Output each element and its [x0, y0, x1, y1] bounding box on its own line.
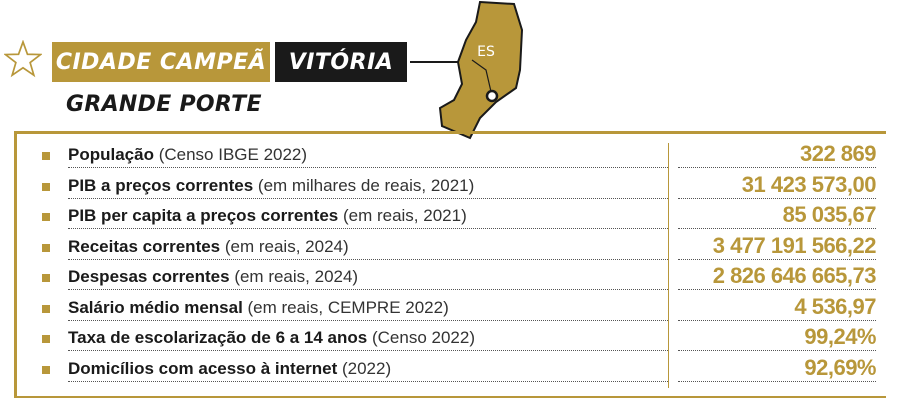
indicator-note: (Censo IBGE 2022)	[153, 145, 308, 164]
star-icon	[4, 40, 42, 78]
indicator-note: (em reais, CEMPRE 2022)	[242, 297, 449, 317]
indicator-list: População (Censo IBGE 2022) 322 869 PIB a …	[38, 141, 880, 387]
dotted-leader	[68, 289, 668, 290]
dotted-leader	[68, 167, 668, 168]
bullet-square-icon	[42, 213, 50, 221]
indicator-row: Taxa de escolarização de 6 a 14 anos (Ce…	[38, 324, 880, 356]
indicator-value: 31 423 573,00	[741, 171, 877, 197]
indicator-row: Receitas correntes (em reais, 2024) 3 477…	[38, 232, 880, 265]
top-rule	[14, 131, 886, 134]
indicator-value: 2 826 646 665,73	[712, 263, 877, 288]
indicator-value: 99,24%	[804, 324, 876, 349]
bullet-square-icon	[42, 274, 50, 282]
dotted-leader	[678, 258, 876, 260]
indicator-label: Domicílios com acesso à internet (2022)	[68, 359, 391, 379]
bullet-square-icon	[42, 152, 50, 160]
dotted-leader	[68, 197, 668, 199]
indicator-name: Domicílios com acesso à internet	[68, 358, 338, 378]
left-rule	[14, 131, 17, 398]
category-title: GRANDE PORTE	[66, 92, 262, 117]
indicator-label: Despesas correntes (em reais, 2024)	[68, 267, 358, 287]
indicator-name: PIB a preços correntes	[68, 175, 254, 195]
dotted-leader	[678, 197, 876, 199]
indicator-value: 85 035,67	[782, 202, 877, 227]
indicator-row: Salário médio mensal (em reais, CEMPRE 2…	[38, 293, 880, 326]
indicator-label: Salário médio mensal (em reais, CEMPRE 2…	[68, 298, 449, 318]
state-abbr: ES	[477, 44, 495, 60]
indicator-note: (em reais, 2024)	[229, 267, 359, 286]
dotted-leader	[678, 289, 876, 290]
indicator-row: PIB a preços correntes (em milhares de r…	[38, 171, 880, 204]
bullet-square-icon	[42, 243, 50, 252]
indicator-note: (Censo 2022)	[367, 328, 475, 347]
dotted-leader	[678, 319, 876, 321]
indicator-note: (em milhares de reais, 2021)	[253, 175, 475, 195]
indicator-row: PIB per capita a preços correntes (em re…	[38, 202, 880, 234]
indicator-value: 92,69%	[804, 354, 876, 380]
city-name: VITÓRIA	[275, 42, 407, 82]
bullet-square-icon	[42, 365, 50, 374]
indicator-value: 4 536,97	[794, 293, 876, 319]
indicator-name: PIB per capita a preços correntes	[68, 206, 339, 225]
indicator-note: (em reais, 2024)	[220, 236, 349, 256]
dotted-leader	[678, 167, 876, 168]
indicator-name: Despesas correntes	[68, 267, 230, 286]
indicator-row: População (Censo IBGE 2022) 322 869	[38, 141, 880, 173]
indicator-value: 322 869	[799, 141, 877, 166]
indicator-label: PIB a preços correntes (em milhares de r…	[68, 176, 474, 196]
indicator-note: (em reais, 2021)	[338, 206, 467, 225]
indicator-name: Receitas correntes	[68, 236, 221, 256]
city-marker-icon	[485, 89, 499, 103]
bullet-square-icon	[42, 304, 50, 313]
dotted-leader	[678, 350, 876, 351]
indicator-label: PIB per capita a preços correntes (em re…	[68, 206, 467, 226]
indicator-value: 3 477 191 566,22	[712, 232, 877, 258]
dotted-leader	[68, 380, 668, 382]
state-map: ES	[438, 0, 524, 140]
bullet-square-icon	[42, 182, 50, 191]
banner-label: CIDADE CAMPEÃ	[52, 42, 270, 82]
dotted-leader	[68, 228, 668, 229]
dotted-leader	[68, 350, 668, 351]
dotted-leader	[678, 380, 876, 382]
dotted-leader	[678, 228, 876, 229]
indicator-name: Taxa de escolarização de 6 a 14 anos	[68, 328, 368, 347]
bottom-rule	[14, 396, 886, 398]
indicator-label: População (Censo IBGE 2022)	[68, 145, 307, 165]
column-divider	[668, 143, 669, 388]
bullet-square-icon	[42, 335, 50, 343]
indicator-name: População	[68, 145, 154, 164]
map-connector-line	[410, 61, 470, 63]
title-banner: CIDADE CAMPEÃ VITÓRIA	[52, 42, 407, 82]
indicator-label: Receitas correntes (em reais, 2024)	[68, 237, 349, 257]
indicator-row: Despesas correntes (em reais, 2024) 2 826…	[38, 263, 880, 295]
indicator-label: Taxa de escolarização de 6 a 14 anos (Ce…	[68, 328, 475, 348]
indicators-table: População (Censo IBGE 2022) 322 869 PIB a …	[14, 131, 886, 398]
indicator-name: Salário médio mensal	[68, 297, 243, 317]
indicator-note: (2022)	[337, 358, 392, 378]
dotted-leader	[68, 319, 668, 321]
indicator-row: Domicílios com acesso à internet (2022) 9…	[38, 354, 880, 387]
dotted-leader	[68, 258, 668, 260]
